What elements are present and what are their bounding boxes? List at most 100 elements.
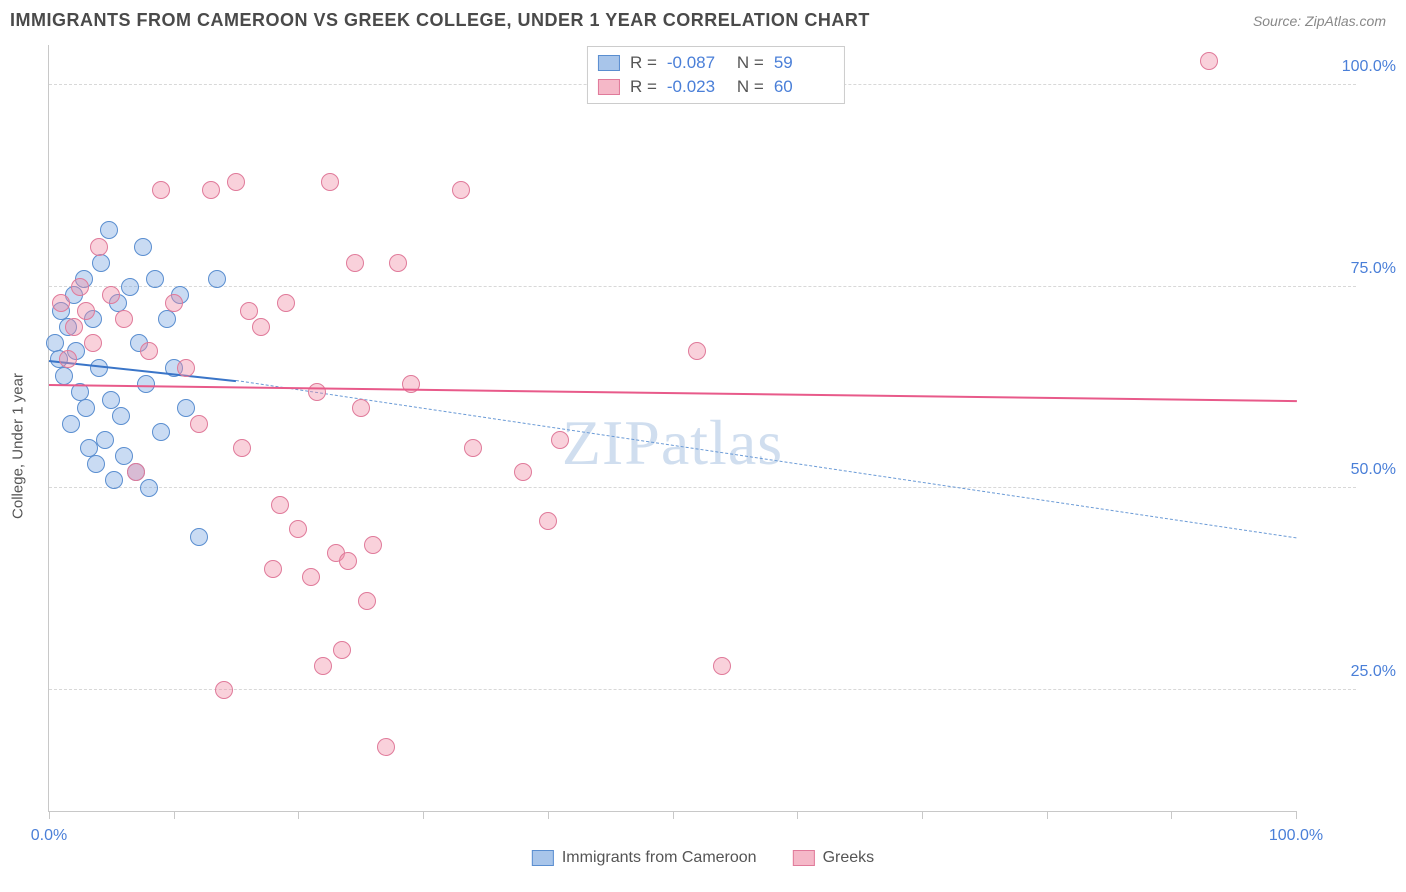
scatter-point: [190, 528, 208, 546]
scatter-point: [1200, 52, 1218, 70]
ytick-label: 100.0%: [1316, 58, 1396, 76]
scatter-point: [551, 431, 569, 449]
scatter-point: [264, 560, 282, 578]
scatter-point: [202, 181, 220, 199]
scatter-point: [158, 310, 176, 328]
xtick: [298, 811, 299, 819]
xtick: [1171, 811, 1172, 819]
scatter-point: [77, 399, 95, 417]
xtick: [797, 811, 798, 819]
scatter-point: [96, 431, 114, 449]
trend-line-dashed: [236, 380, 1297, 538]
scatter-point: [339, 552, 357, 570]
scatter-point: [105, 471, 123, 489]
stats-row: R = -0.023 N = 60: [598, 75, 834, 99]
scatter-point: [233, 439, 251, 457]
scatter-point: [389, 254, 407, 272]
scatter-point: [62, 415, 80, 433]
scatter-point: [152, 423, 170, 441]
scatter-point: [127, 463, 145, 481]
scatter-point: [333, 641, 351, 659]
scatter-point: [352, 399, 370, 417]
xtick-label: 0.0%: [31, 827, 67, 845]
watermark-text: ZIPatlas: [562, 406, 783, 480]
scatter-point: [346, 254, 364, 272]
legend-label: Immigrants from Cameroon: [562, 849, 757, 867]
scatter-point: [215, 681, 233, 699]
gridline-h: [49, 286, 1356, 287]
r-value: -0.087: [667, 53, 727, 73]
scatter-point: [84, 334, 102, 352]
scatter-point: [452, 181, 470, 199]
scatter-point: [102, 286, 120, 304]
scatter-point: [152, 181, 170, 199]
xtick: [1296, 811, 1297, 819]
scatter-point: [134, 238, 152, 256]
scatter-point: [59, 350, 77, 368]
r-label: R =: [630, 53, 657, 73]
legend-swatch: [598, 79, 620, 95]
scatter-point: [146, 270, 164, 288]
legend-item: Greeks: [793, 849, 875, 867]
r-label: R =: [630, 77, 657, 97]
n-label: N =: [737, 77, 764, 97]
ytick-label: 75.0%: [1316, 260, 1396, 278]
legend-label: Greeks: [823, 849, 875, 867]
scatter-point: [55, 367, 73, 385]
scatter-point: [377, 738, 395, 756]
trend-line: [49, 384, 1297, 402]
scatter-point: [364, 536, 382, 554]
scatter-point: [302, 568, 320, 586]
scatter-point: [190, 415, 208, 433]
scatter-point: [52, 294, 70, 312]
r-value: -0.023: [667, 77, 727, 97]
scatter-point: [77, 302, 95, 320]
scatter-point: [121, 278, 139, 296]
legend-item: Immigrants from Cameroon: [532, 849, 757, 867]
legend-swatch: [532, 850, 554, 866]
scatter-point: [137, 375, 155, 393]
scatter-point: [140, 342, 158, 360]
scatter-point: [252, 318, 270, 336]
legend-swatch: [598, 55, 620, 71]
y-axis-label: College, Under 1 year: [10, 373, 27, 519]
scatter-point: [227, 173, 245, 191]
stats-row: R =-0.087N =59: [598, 51, 834, 75]
xtick: [922, 811, 923, 819]
xtick: [49, 811, 50, 819]
n-value: 60: [774, 77, 834, 97]
scatter-point: [514, 463, 532, 481]
scatter-point: [271, 496, 289, 514]
ytick-label: 25.0%: [1316, 663, 1396, 681]
scatter-point: [289, 520, 307, 538]
xtick: [673, 811, 674, 819]
scatter-point: [46, 334, 64, 352]
scatter-point: [713, 657, 731, 675]
scatter-point: [165, 294, 183, 312]
scatter-point: [358, 592, 376, 610]
scatter-point: [321, 173, 339, 191]
scatter-point: [208, 270, 226, 288]
scatter-point: [100, 221, 118, 239]
scatter-point: [177, 399, 195, 417]
scatter-point: [240, 302, 258, 320]
scatter-point: [102, 391, 120, 409]
scatter-point: [115, 447, 133, 465]
xtick: [1047, 811, 1048, 819]
scatter-point: [140, 479, 158, 497]
xtick: [174, 811, 175, 819]
scatter-point: [539, 512, 557, 530]
xtick: [548, 811, 549, 819]
scatter-point: [112, 407, 130, 425]
n-label: N =: [737, 53, 764, 73]
chart-plot-area: ZIPatlas 25.0%50.0%75.0%100.0%0.0%100.0%: [48, 45, 1296, 812]
scatter-point: [688, 342, 706, 360]
scatter-point: [177, 359, 195, 377]
legend-swatch: [793, 850, 815, 866]
scatter-point: [71, 278, 89, 296]
correlation-stats-box: R =-0.087N =59R =-0.023N =60: [587, 46, 845, 104]
scatter-point: [65, 318, 83, 336]
scatter-point: [115, 310, 133, 328]
source-attribution: Source: ZipAtlas.com: [1253, 13, 1386, 29]
scatter-point: [92, 254, 110, 272]
